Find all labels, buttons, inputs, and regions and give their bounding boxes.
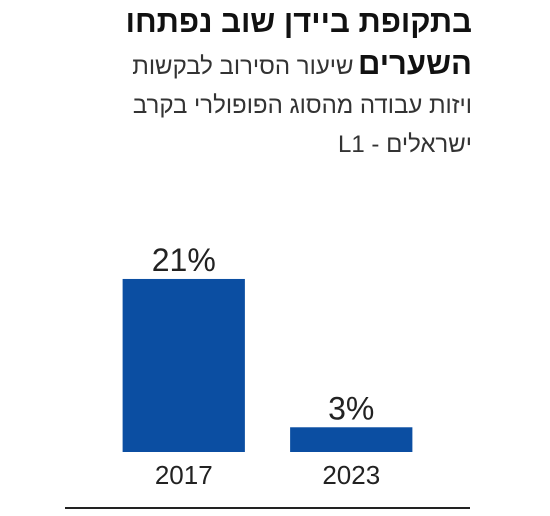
- x-tick-label: 2017: [155, 460, 213, 490]
- x-tick-label: 2023: [322, 460, 380, 490]
- chart-subtitle: שיעור הסירוב לבקשות ויזות עבודה מהסוג הפ…: [132, 53, 472, 158]
- bar: [290, 427, 413, 452]
- bar: [122, 278, 245, 452]
- chart-title: בתקופת ביידן שוב נפתחו השערים: [125, 4, 472, 81]
- value-label: 21%: [152, 242, 216, 278]
- value-label: 3%: [328, 390, 374, 426]
- header: בתקופת ביידן שוב נפתחו השערים שיעור הסיר…: [92, 4, 472, 166]
